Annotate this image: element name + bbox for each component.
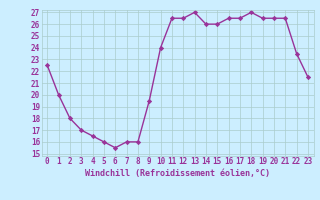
X-axis label: Windchill (Refroidissement éolien,°C): Windchill (Refroidissement éolien,°C) <box>85 169 270 178</box>
